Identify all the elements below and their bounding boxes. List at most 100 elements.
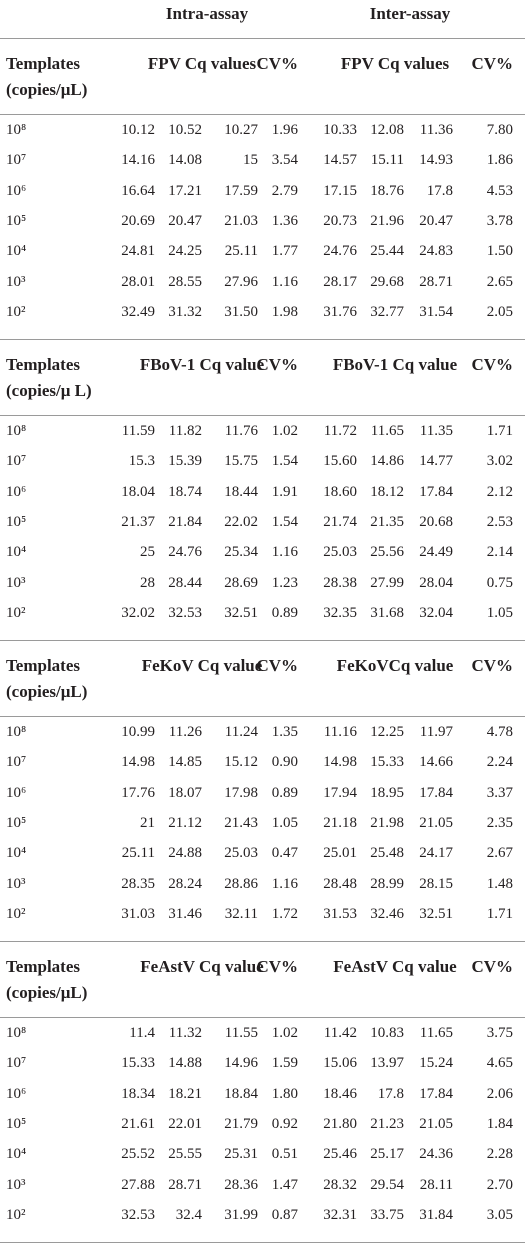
value-cell: 10.52 [168,122,202,138]
template-cell: 10⁷ [6,1055,27,1072]
value-cell: 32.51 [224,604,258,621]
value-cell: 27.99 [370,574,404,591]
column-header: CV% [471,54,513,73]
row-header: Templates [6,656,80,675]
value-cell: 1.59 [271,1055,298,1072]
value-cell: 2.70 [486,1176,513,1193]
value-cell: 1.91 [271,483,298,500]
value-cell: 31.76 [323,303,357,320]
template-cell: 10⁶ [6,483,27,500]
value-cell: 18.74 [168,483,202,500]
value-cell: 11.59 [121,423,155,439]
value-cell: 0.51 [271,1146,298,1163]
value-cell: 1.80 [271,1085,298,1102]
column-header: FPV Cq values [147,54,257,73]
value-cell: 10.27 [224,122,258,138]
value-cell: 4.65 [486,1055,513,1072]
value-cell: 1.16 [271,875,298,892]
value-cell: 24.17 [419,845,453,862]
value-cell: 17.84 [419,483,453,500]
value-cell: 10.33 [323,122,357,138]
value-cell: 32.02 [121,604,155,621]
column-header: CV% [256,54,298,73]
template-cell: 10³ [6,875,26,892]
value-cell: 25.48 [370,845,404,862]
value-cell: 25.34 [224,544,258,561]
value-cell: 31.03 [121,905,155,922]
column-header: CV% [256,656,298,675]
value-cell: 27.96 [224,273,258,290]
value-cell: 28.01 [121,273,155,290]
value-cell: 21.96 [370,212,404,229]
value-cell: 18.34 [121,1085,155,1102]
template-cell: 10² [6,905,26,922]
value-cell: 31.99 [224,1206,258,1223]
value-cell: 17.59 [224,182,258,199]
value-cell: 32.53 [168,604,202,621]
value-cell: 10.12 [121,122,155,138]
value-cell: 1.48 [486,875,513,892]
value-cell: 21.98 [370,814,404,831]
value-cell: 32.11 [224,905,258,922]
value-cell: 2.05 [486,303,513,320]
row-header: Templates [6,957,80,976]
value-cell: 1.23 [271,574,298,591]
template-cell: 10⁴ [6,1146,27,1163]
value-cell: 15.33 [370,754,404,771]
value-cell: 10.83 [370,1025,404,1041]
value-cell: 4.78 [486,724,513,740]
value-cell: 32.46 [370,905,404,922]
value-cell: 1.98 [271,303,298,320]
value-cell: 21.84 [168,513,202,530]
value-cell: 17.94 [323,784,357,801]
value-cell: 15.60 [323,453,357,470]
template-cell: 10² [6,1206,26,1223]
value-cell: 21 [140,814,155,831]
value-cell: 14.08 [168,152,202,169]
row-header: (copies/μL) [6,682,88,701]
value-cell: 12.25 [370,724,404,740]
value-cell: 28.32 [323,1176,357,1193]
value-cell: 25.31 [224,1146,258,1163]
value-cell: 0.87 [271,1206,298,1223]
value-cell: 20.68 [419,513,453,530]
value-cell: 14.96 [224,1055,258,1072]
template-cell: 10³ [6,1176,26,1193]
column-header: FeKoVCq value [336,656,454,675]
value-cell: 15.11 [370,152,404,169]
value-cell: 1.71 [486,905,513,922]
column-header: FBoV-1 Cq value [139,355,265,374]
value-cell: 1.36 [271,212,298,229]
value-cell: 11.16 [323,724,357,740]
value-cell: 3.05 [486,1206,513,1223]
value-cell: 21.37 [121,513,155,530]
column-header: CV% [256,355,298,374]
value-cell: 18.95 [370,784,404,801]
value-cell: 28.24 [168,875,202,892]
value-cell: 18.12 [370,483,404,500]
template-cell: 10⁵ [6,513,27,530]
value-cell: 28.04 [419,574,453,591]
value-cell: 32.49 [121,303,155,320]
value-cell: 1.71 [486,423,513,439]
value-cell: 14.66 [419,754,453,771]
value-cell: 28.48 [323,875,357,892]
rule [0,114,525,115]
value-cell: 28.15 [419,875,453,892]
template-cell: 10⁴ [6,243,27,260]
value-cell: 25.44 [370,243,404,260]
rule [0,716,525,717]
value-cell: 17.84 [419,1085,453,1102]
value-cell: 11.65 [419,1025,453,1041]
value-cell: 31.54 [419,303,453,320]
value-cell: 33.75 [370,1206,404,1223]
template-cell: 10⁸ [6,423,27,439]
group-header: Inter-assay [369,4,451,23]
value-cell: 28.69 [224,574,258,591]
rule [0,415,525,416]
value-cell: 32.31 [323,1206,357,1223]
column-header: CV% [471,656,513,675]
rule [0,640,525,641]
value-cell: 18.46 [323,1085,357,1102]
